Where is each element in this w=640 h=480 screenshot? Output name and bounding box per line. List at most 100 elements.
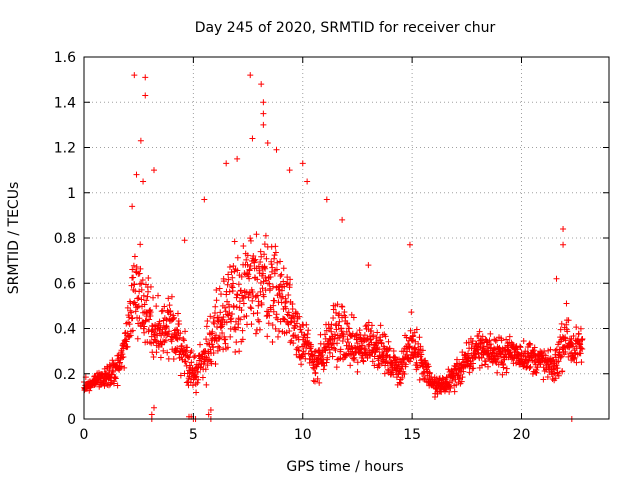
data-point	[522, 353, 529, 360]
data-point	[470, 365, 477, 372]
data-point	[236, 298, 243, 305]
data-point	[487, 330, 494, 337]
data-point	[426, 369, 433, 376]
data-point	[296, 313, 303, 320]
data-point	[247, 237, 254, 244]
y-tick-label: 0.4	[54, 322, 76, 338]
data-point	[225, 271, 232, 278]
data-point	[335, 322, 342, 329]
data-point	[276, 290, 283, 297]
data-point	[300, 322, 307, 329]
data-point	[185, 354, 192, 361]
data-point	[579, 345, 586, 352]
data-point	[132, 308, 139, 315]
data-point	[244, 261, 251, 268]
data-point	[197, 341, 204, 348]
data-point	[555, 372, 562, 379]
data-points	[81, 72, 586, 422]
data-point	[284, 320, 291, 327]
data-point	[316, 379, 323, 386]
x-tick-label: 5	[189, 427, 198, 443]
data-point	[153, 349, 160, 356]
data-point	[226, 288, 233, 295]
data-point	[486, 337, 493, 344]
data-point	[218, 291, 225, 298]
data-point	[419, 347, 426, 354]
data-point	[268, 261, 275, 268]
data-point	[220, 314, 227, 321]
data-point	[365, 319, 372, 326]
data-point	[274, 259, 281, 266]
data-point	[578, 345, 585, 352]
data-point	[361, 332, 368, 339]
data-point	[143, 297, 150, 304]
data-point	[222, 340, 229, 347]
data-point	[156, 318, 163, 325]
data-point	[123, 338, 130, 345]
x-tick-label: 0	[80, 427, 89, 443]
data-point	[408, 309, 415, 316]
data-point	[257, 288, 264, 295]
data-point	[552, 347, 559, 354]
data-point	[494, 369, 501, 376]
data-point	[578, 359, 585, 366]
data-point	[292, 332, 299, 339]
data-point	[242, 293, 249, 300]
data-point	[163, 332, 170, 339]
data-point	[382, 333, 389, 340]
data-point	[210, 350, 217, 357]
data-point	[145, 288, 152, 295]
data-point	[156, 327, 163, 334]
data-point	[147, 283, 154, 290]
data-point	[257, 258, 264, 265]
data-point	[323, 359, 330, 366]
data-point	[141, 323, 148, 330]
y-tick-label: 1	[67, 186, 76, 202]
data-point	[236, 348, 243, 355]
data-point	[552, 375, 559, 382]
data-point	[286, 167, 293, 174]
data-point	[219, 329, 226, 336]
data-point	[211, 320, 218, 327]
data-point	[240, 242, 247, 249]
data-point	[352, 350, 359, 357]
data-point	[406, 343, 413, 350]
data-point	[272, 249, 279, 256]
data-point	[237, 316, 244, 323]
y-axis-ticks: 0 0.2 0.4 0.6 0.8 1 1.2 1.4 1.6	[54, 50, 609, 428]
data-point	[225, 276, 232, 283]
data-point	[136, 281, 143, 288]
data-point	[562, 348, 569, 355]
data-point	[425, 363, 432, 370]
data-point	[278, 271, 285, 278]
data-point	[416, 334, 423, 341]
data-point	[337, 346, 344, 353]
data-point	[136, 270, 143, 277]
data-point	[251, 259, 258, 266]
data-point	[228, 315, 235, 322]
data-point	[126, 321, 133, 328]
data-point	[466, 369, 473, 376]
data-point	[323, 196, 330, 203]
y-tick-label: 0	[67, 412, 76, 428]
data-point	[328, 328, 335, 335]
data-point	[232, 348, 239, 355]
data-point	[227, 333, 234, 340]
data-point	[229, 310, 236, 317]
data-point	[153, 303, 160, 310]
data-point	[170, 315, 177, 322]
data-point	[259, 285, 266, 292]
data-point	[334, 340, 341, 347]
data-point	[182, 328, 189, 335]
data-point	[193, 373, 200, 380]
data-point	[181, 337, 188, 344]
data-point	[305, 327, 312, 334]
data-point	[365, 262, 372, 269]
data-point	[579, 336, 586, 343]
data-point	[167, 311, 174, 318]
data-point	[319, 352, 326, 359]
data-point	[137, 241, 144, 248]
data-point	[396, 379, 403, 386]
data-point	[182, 358, 189, 365]
data-point	[331, 331, 338, 338]
